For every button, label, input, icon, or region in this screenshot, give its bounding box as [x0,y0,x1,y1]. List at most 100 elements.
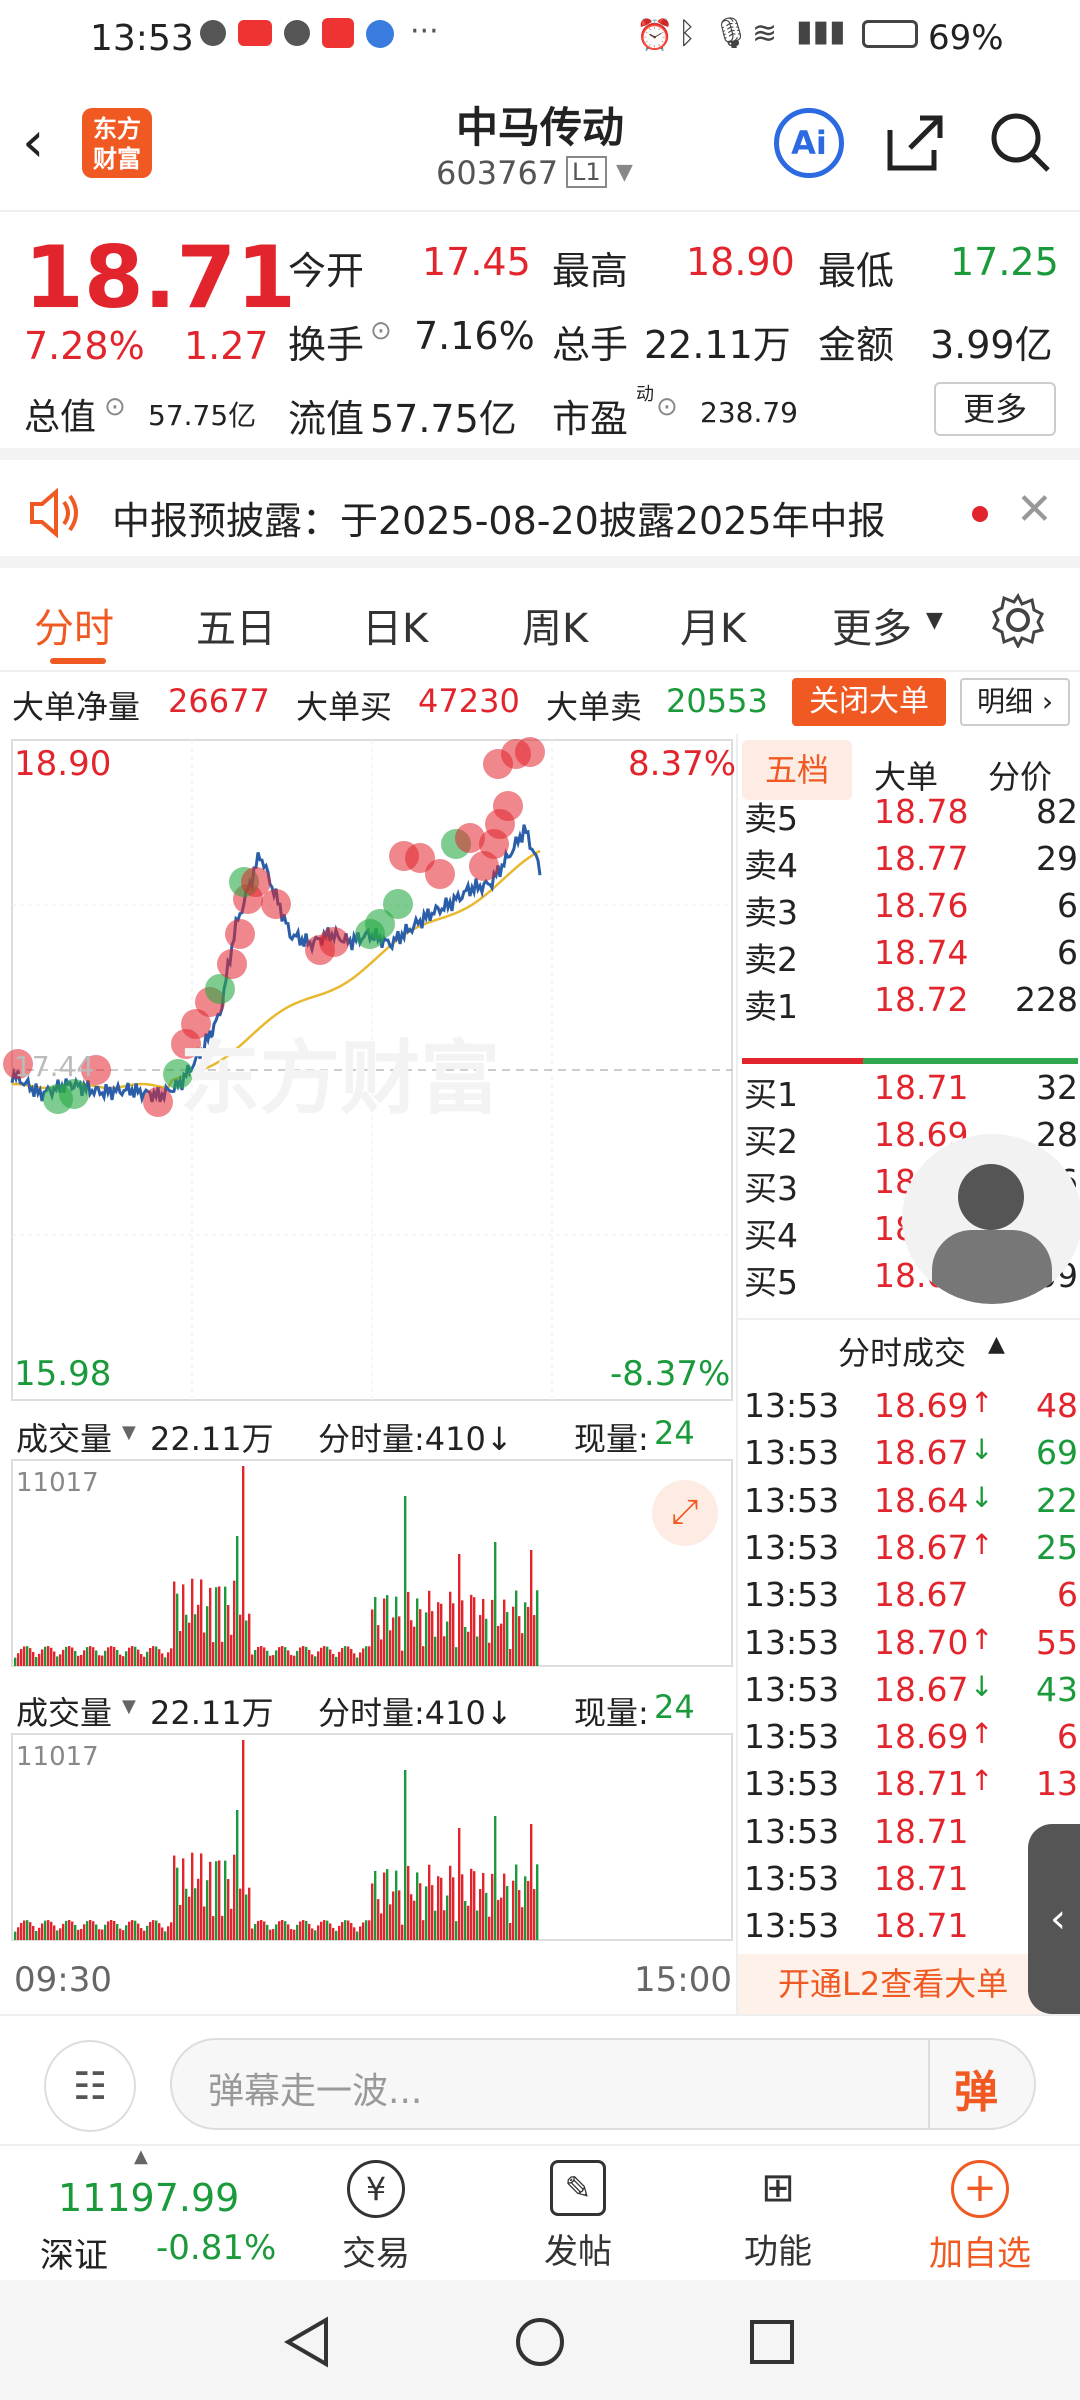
tab-monthly-k[interactable]: 月K [680,606,747,652]
expand-icon[interactable]: ⤢ [652,1480,718,1546]
huawei-icon [238,20,272,46]
ask-row[interactable]: 卖4 18.77 29 [738,839,1080,887]
chevron-down-icon[interactable]: ▼ [616,160,633,185]
side-drawer-handle[interactable]: ‹ [1028,1824,1080,2014]
tab-price-split[interactable]: 分价 [988,758,1053,796]
bid-row[interactable]: 买1 18.71 32 [738,1068,1080,1116]
tab-weekly-k[interactable]: 周K [522,606,589,652]
intraday-chart[interactable]: 东方财富 18.90 8.37% 17.44 15.98 -8.37% 成交量 … [0,734,736,2014]
nav-functions-label: 功能 [744,2232,812,2272]
l2-upgrade-banner[interactable]: 开通L2查看大单 [738,1954,1080,2014]
nav-trade[interactable]: ¥ 交易 [306,2160,446,2275]
chevron-down-icon[interactable]: ▼ [122,1422,136,1443]
detail-button[interactable]: 明细 › [960,678,1070,726]
danmu-input[interactable]: 弹幕走一波... 弹 [170,2038,1036,2130]
volume-bar [170,1922,173,1940]
info-icon[interactable]: ⊙ [370,316,392,346]
chart-top-percent: 8.37% [628,744,737,784]
tick-row: 13:53 18.69 ↑ 48 [738,1386,1080,1434]
chevron-up-icon[interactable]: ▲ [988,1332,1005,1357]
volume-label[interactable]: 成交量 [16,1420,113,1458]
nav-functions[interactable]: ⊞ 功能 [708,2160,848,2273]
volume-bar [65,1646,68,1666]
close-big-order-button[interactable]: 关闭大单 [792,678,946,726]
danmu-settings-icon[interactable]: ☷ [44,2040,136,2132]
volume-bar [191,1852,194,1940]
recents-square-icon[interactable] [744,2314,800,2370]
chart-canvas [3,737,733,1941]
ask-volume: 228 [1015,980,1078,1019]
nav-trade-label: 交易 [342,2234,410,2274]
volume-bar [272,1655,275,1666]
search-icon[interactable] [988,110,1052,174]
tick-row: 13:53 18.71 ↑ 13 [738,1764,1080,1812]
tab-five-day[interactable]: 五日 [196,606,276,652]
volume-bar [389,1630,392,1666]
share-icon[interactable] [884,110,948,174]
more-button[interactable]: 更多 [934,382,1056,436]
ask-price: 18.76 [874,886,969,925]
volume-bar [80,1654,83,1666]
info-icon[interactable]: ⊙ [104,392,126,422]
close-icon[interactable]: ✕ [1016,484,1053,535]
ask-price: 18.77 [874,839,969,878]
ai-button[interactable]: Ai [774,108,844,178]
volume-bar [71,1921,74,1940]
volume-bar [260,1920,263,1940]
home-circle-icon[interactable] [512,2314,568,2370]
volume-bar [113,1646,116,1666]
level-badge[interactable]: L1 [566,156,607,188]
tab-five-level[interactable]: 五档 [742,740,852,800]
volume-bar [122,1656,125,1666]
volume-bar [92,1647,95,1666]
tab-intraday[interactable]: 分时 [34,606,114,652]
volume-bar [152,1920,155,1940]
chevron-up-icon[interactable]: ▲ [134,2146,148,2167]
back-triangle-icon[interactable] [280,2314,336,2370]
floating-avatar[interactable] [902,1134,1080,1304]
price-line [10,824,542,1105]
ask-row[interactable]: 卖1 18.72 228 [738,980,1080,1028]
volume-bar [299,1921,302,1940]
volume-bar [98,1929,101,1940]
volume-bar [62,1649,65,1666]
tab-big-orders[interactable]: 大单 [874,758,939,796]
volume-bar [533,1615,536,1666]
volume-bar [467,1905,470,1940]
volume-bar [188,1896,191,1940]
ask-row[interactable]: 卖5 18.78 82 [738,792,1080,840]
volume-bar [419,1609,422,1666]
volume-bar [407,1865,410,1940]
chevron-down-icon[interactable]: ▼ [926,608,943,633]
info-icon[interactable]: ⊙ [656,392,678,422]
index-value[interactable]: 11197.99 [58,2176,240,2220]
volume-label[interactable]: 成交量 [16,1694,113,1732]
ask-row[interactable]: 卖3 18.76 6 [738,886,1080,934]
volume-bar [200,1853,203,1940]
ask-row[interactable]: 卖2 18.74 6 [738,933,1080,981]
bid-volume: 28 [1036,1115,1078,1154]
volume-bar [227,1605,230,1666]
volume-bar [317,1651,320,1666]
tab-daily-k[interactable]: 日K [362,606,429,652]
big-order-bubble [59,1079,89,1109]
ask-bid-ratio-bar [742,1058,1078,1064]
nav-post[interactable]: ✎ 发帖 [508,2160,648,2273]
back-arrow-icon[interactable]: ‹ [22,110,45,175]
bid-row[interactable]: 买2 18.69 28 [738,1115,1080,1163]
chevron-down-icon[interactable]: ▼ [122,1696,136,1717]
notice-bar[interactable]: 中报预披露：于2025-08-20披露2025年中报 ✕ [0,460,1080,568]
nav-add-watchlist[interactable]: + 加自选 [910,2160,1050,2275]
gear-icon[interactable] [990,592,1046,648]
volume-bar [281,1646,284,1666]
volume-bar [515,1590,518,1666]
ticks-title[interactable]: 分时成交 [838,1334,967,1372]
volume-bar [176,1593,179,1666]
tick-row: 13:53 18.70 ↑ 55 [738,1623,1080,1671]
volume-bar [125,1651,128,1666]
danmu-send-button[interactable]: 弹 [954,2067,998,2118]
volume-bar [98,1655,101,1666]
tab-more[interactable]: 更多 [832,606,912,652]
volume-bar [458,1828,461,1940]
volume-bar [167,1652,170,1666]
